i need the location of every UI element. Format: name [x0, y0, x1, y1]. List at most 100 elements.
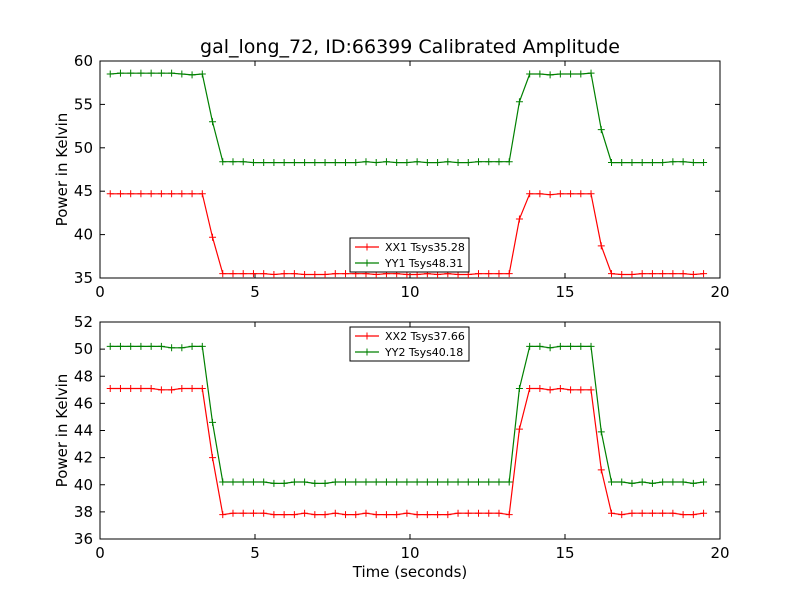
data-point [352, 478, 360, 486]
legend-marker [363, 332, 371, 340]
data-point [475, 270, 483, 278]
data-point [157, 69, 165, 77]
data-point [249, 270, 257, 278]
y-tick-label: 44 [74, 422, 93, 440]
legend-label: YY2 Tsys40.18 [384, 346, 463, 359]
data-point [434, 511, 442, 519]
y-tick-label: 46 [74, 394, 93, 412]
data-point [147, 190, 155, 198]
data-point [198, 384, 206, 392]
y-tick-label: 35 [74, 269, 93, 287]
data-point [331, 478, 339, 486]
data-point [137, 342, 145, 350]
data-point [209, 454, 217, 462]
data-point [618, 511, 626, 519]
data-point [311, 159, 319, 167]
data-point [618, 159, 626, 167]
data-point [137, 190, 145, 198]
y-tick-label: 45 [74, 182, 93, 200]
data-point [178, 70, 186, 78]
data-point [260, 270, 268, 278]
y-tick-label: 38 [74, 503, 93, 521]
data-point [577, 386, 585, 394]
data-point [536, 190, 544, 198]
data-point [198, 342, 206, 350]
data-point [382, 511, 390, 519]
data-point [526, 342, 534, 350]
data-point [168, 386, 176, 394]
data-point [567, 190, 575, 198]
data-point [209, 233, 217, 241]
data-point [403, 509, 411, 517]
data-point [352, 511, 360, 519]
data-point [393, 511, 401, 519]
data-point [659, 509, 667, 517]
data-point [546, 71, 554, 79]
data-point [137, 69, 145, 77]
data-point [536, 342, 544, 350]
data-point [423, 511, 431, 519]
y-tick-label: 55 [74, 95, 93, 113]
data-point [464, 478, 472, 486]
data-point [485, 509, 493, 517]
data-point [454, 159, 462, 167]
data-point [546, 386, 554, 394]
data-point [168, 190, 176, 198]
data-point [556, 342, 564, 350]
data-point [331, 159, 339, 167]
data-point [270, 271, 278, 279]
y-tick-label: 52 [74, 313, 93, 331]
data-point [382, 158, 390, 166]
y-tick-label: 48 [74, 367, 93, 385]
data-point [403, 478, 411, 486]
data-point [485, 158, 493, 166]
data-point [577, 190, 585, 198]
data-point [413, 511, 421, 519]
x-tick-label: 15 [555, 544, 574, 562]
x-tick-label: 20 [710, 544, 729, 562]
x-tick-label: 15 [555, 283, 574, 301]
data-point [628, 479, 636, 487]
x-tick-label: 5 [250, 283, 260, 301]
data-point [567, 342, 575, 350]
data-point [290, 270, 298, 278]
data-point [127, 384, 135, 392]
data-point [495, 270, 503, 278]
data-point [700, 270, 708, 278]
x-tick-label: 10 [400, 283, 419, 301]
data-point [382, 478, 390, 486]
legend [349, 326, 470, 362]
data-point [608, 478, 615, 486]
data-point [168, 69, 176, 77]
data-point [178, 384, 186, 392]
data-point [219, 478, 227, 486]
data-point [403, 159, 411, 167]
data-point [229, 509, 237, 517]
data-point [157, 342, 165, 350]
data-point [628, 159, 636, 167]
legend-marker [363, 243, 371, 251]
data-point [178, 190, 186, 198]
data-point [219, 158, 227, 166]
data-point [116, 384, 124, 392]
data-point [475, 478, 483, 486]
data-point [342, 511, 350, 519]
data-point [331, 270, 339, 278]
data-point [495, 478, 503, 486]
data-point [628, 271, 636, 279]
data-point [229, 478, 237, 486]
data-point [127, 342, 135, 350]
data-point [321, 159, 329, 167]
data-point [423, 159, 431, 167]
data-point [587, 342, 595, 350]
data-point [219, 511, 227, 519]
data-point [587, 190, 595, 198]
data-point [587, 386, 595, 394]
data-point [290, 159, 298, 167]
data-point [485, 270, 493, 278]
data-point [188, 71, 196, 79]
data-point [464, 159, 472, 167]
data-point [505, 478, 513, 486]
data-point [229, 270, 237, 278]
data-point [331, 509, 339, 517]
